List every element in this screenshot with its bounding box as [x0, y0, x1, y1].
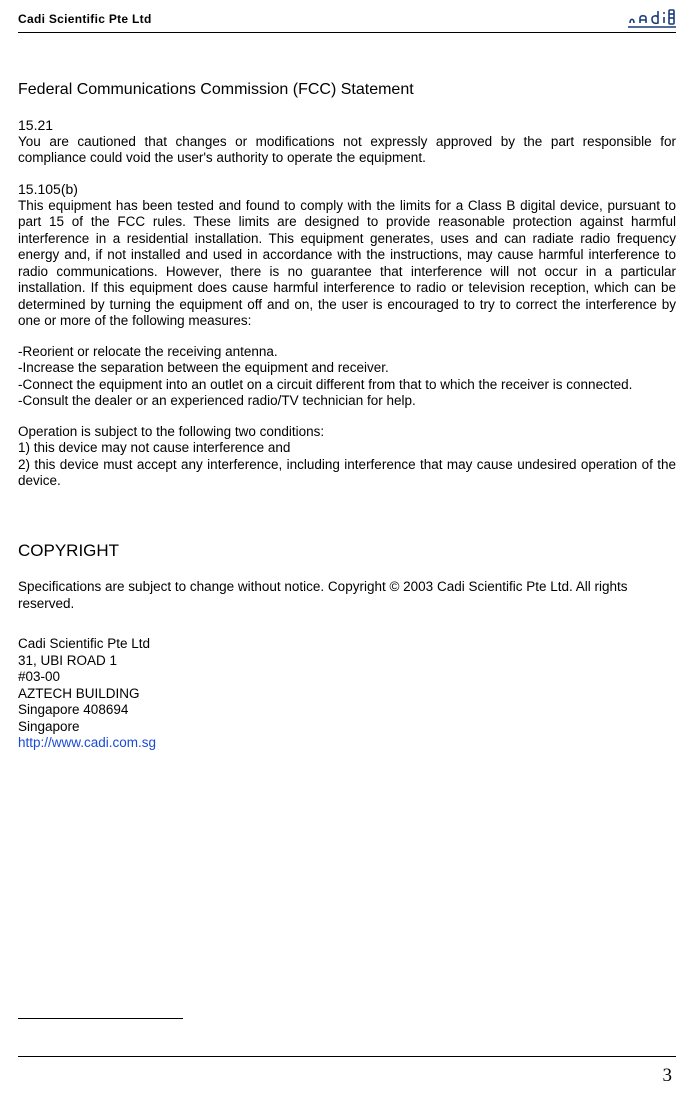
address-line: Singapore [18, 719, 676, 735]
address-line: AZTECH BUILDING [18, 686, 676, 702]
measures-list: -Reorient or relocate the receiving ante… [18, 344, 676, 410]
footnote-rule [18, 1018, 183, 1019]
address-line: Singapore 408694 [18, 702, 676, 718]
section-15105b-label: 15.105(b) [18, 181, 676, 197]
company-logo-icon [628, 9, 676, 29]
address-line: 31, UBI ROAD 1 [18, 653, 676, 669]
page-number: 3 [663, 1065, 673, 1087]
address-line: #03-00 [18, 669, 676, 685]
measure-item: -Reorient or relocate the receiving ante… [18, 344, 676, 360]
footer-divider [18, 1056, 676, 1057]
page-header: Cadi Scientific Pte Ltd [18, 8, 676, 30]
condition-2: 2) this device must accept any interfere… [18, 457, 676, 488]
condition-1: 1) this device may not cause interferenc… [18, 440, 290, 455]
header-divider [18, 32, 676, 33]
section-1521-text: You are cautioned that changes or modifi… [18, 134, 676, 167]
conditions-block: Operation is subject to the following tw… [18, 424, 676, 490]
measure-item: -Consult the dealer or an experienced ra… [18, 393, 676, 409]
section-1521-label: 15.21 [18, 117, 676, 133]
copyright-text: Specifications are subject to change wit… [18, 579, 676, 612]
website-link[interactable]: http://www.cadi.com.sg [18, 735, 676, 751]
address-block: Cadi Scientific Pte Ltd 31, UBI ROAD 1 #… [18, 636, 676, 751]
company-name: Cadi Scientific Pte Ltd [18, 12, 152, 26]
copyright-heading: COPYRIGHT [18, 541, 676, 561]
fcc-title: Federal Communications Commission (FCC) … [18, 81, 676, 99]
section-15105b-text: This equipment has been tested and found… [18, 198, 676, 330]
measure-item: -Connect the equipment into an outlet on… [18, 377, 676, 393]
conditions-intro: Operation is subject to the following tw… [18, 424, 324, 439]
address-name: Cadi Scientific Pte Ltd [18, 636, 676, 652]
measure-item: -Increase the separation between the equ… [18, 360, 676, 376]
